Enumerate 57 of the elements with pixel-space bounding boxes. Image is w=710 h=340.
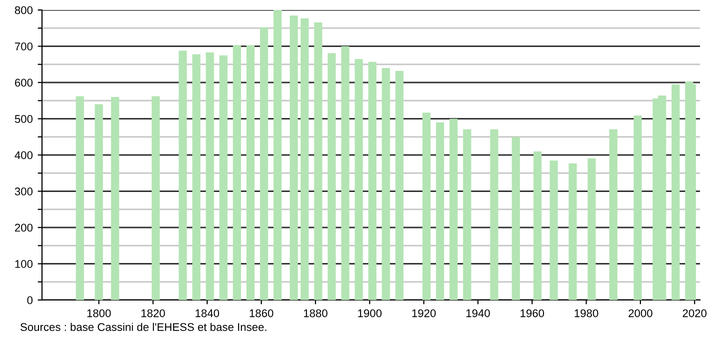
x-tick-label: 2000 (628, 309, 652, 318)
y-tick-label: 600 (15, 78, 33, 87)
bar (568, 163, 577, 300)
x-tick-label: 1960 (520, 309, 544, 318)
bar (76, 96, 84, 300)
bar (550, 160, 558, 300)
y-tick-label: 0 (27, 296, 33, 304)
bar (274, 10, 282, 300)
bar (634, 115, 642, 300)
x-tick-label: 1800 (87, 309, 111, 318)
bar (533, 151, 542, 300)
x-tick-label: 2020 (682, 309, 707, 318)
bar (450, 118, 458, 300)
x-tick-label: 1980 (574, 309, 598, 318)
bar (178, 50, 187, 300)
x-tick-label: 1900 (358, 309, 382, 318)
bar (609, 129, 618, 300)
x-tick-label: 1920 (412, 309, 436, 318)
bar (512, 136, 520, 300)
bar (300, 18, 309, 300)
bar (314, 22, 322, 300)
bar (246, 45, 255, 300)
bar (436, 122, 444, 300)
bar (152, 96, 160, 300)
x-tick-label: 1820 (142, 309, 165, 318)
bar (588, 158, 596, 300)
bar (219, 55, 228, 300)
y-tick-label: 500 (14, 115, 33, 123)
bar (260, 27, 268, 300)
y-tick-label: 400 (14, 151, 33, 160)
y-tick-label: 100 (15, 260, 33, 268)
bar (395, 70, 404, 300)
bar (463, 129, 472, 300)
x-tick-label: 1940 (466, 309, 490, 318)
bar (94, 104, 103, 300)
y-tick-label: 200 (14, 224, 33, 232)
y-tick-label: 300 (14, 188, 33, 196)
bar (290, 15, 298, 300)
x-tick-label: 1880 (304, 309, 328, 318)
bar (328, 53, 336, 300)
x-tick-label: 1840 (196, 309, 220, 318)
bar (206, 52, 214, 300)
source-note: Sources : base Cassini de l'EHESS et base Insee. (20, 322, 266, 331)
bar (672, 84, 680, 300)
bar (422, 112, 431, 300)
bar (382, 68, 390, 300)
bar (111, 97, 120, 300)
bar (232, 45, 242, 300)
bar (685, 81, 694, 300)
bar (354, 58, 363, 300)
y-tick-label: 700 (15, 42, 33, 50)
bar (490, 129, 498, 300)
bar (341, 46, 350, 300)
y-tick-label: 800 (14, 6, 33, 14)
bar (192, 54, 200, 300)
bar (368, 62, 376, 300)
x-tick-label: 1860 (250, 309, 274, 318)
